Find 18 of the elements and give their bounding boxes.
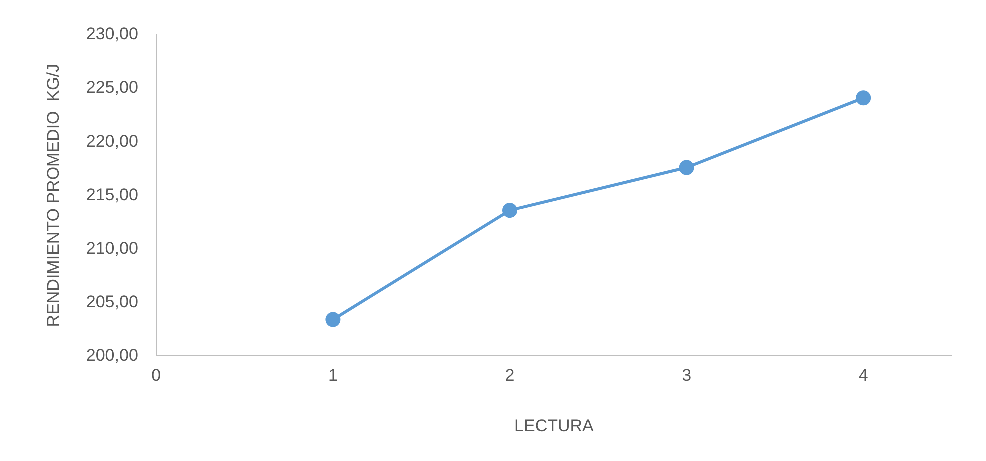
x-tick-label: 0 — [152, 366, 162, 386]
x-tick-label: 1 — [328, 366, 338, 386]
point — [679, 160, 694, 176]
x-axis-title: LECTURA — [514, 416, 595, 436]
point — [856, 90, 872, 106]
y-tick-label: 225,00 — [86, 78, 138, 98]
x-tick-label: 2 — [505, 366, 515, 386]
y-axis-title: RENDIMIENTO PROMEDIO KG/J — [44, 64, 63, 328]
y-tick-label: 215,00 — [86, 185, 138, 204]
y-tick-label: 200,00 — [86, 346, 138, 365]
point — [502, 203, 518, 218]
y-tick-label: 205,00 — [86, 292, 138, 312]
y-tick-label: 230,00 — [86, 24, 138, 44]
x-tick-label: 4 — [858, 366, 868, 386]
y-tick-label: 220,00 — [86, 132, 138, 151]
y-tick-label: 210,00 — [86, 238, 138, 258]
x-tick-label: 3 — [682, 366, 692, 386]
point — [326, 312, 341, 328]
